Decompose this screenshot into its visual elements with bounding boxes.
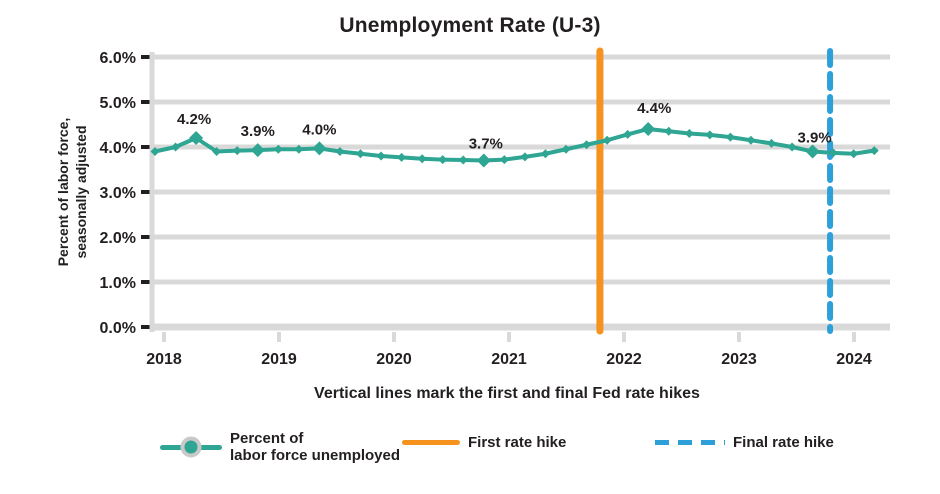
data-point-marker [376,151,386,161]
x-tick-label: 2018 [146,351,182,368]
data-point-marker [623,129,633,139]
data-point-marker [664,126,674,136]
data-point-marker [767,138,776,148]
data-point-marker [212,147,222,156]
x-tick-label: 2023 [721,351,757,368]
data-point-marker [828,148,838,158]
legend-item-first-hike: First rate hike [402,434,566,451]
legend-series-label: Percent of labor force unemployed [230,430,400,464]
x-tick-label: 2019 [261,351,297,368]
data-point-marker [746,135,756,145]
data-point-marker [150,147,160,156]
y-tick-label: 2.0% [100,230,136,247]
data-point-label: 4.2% [177,111,211,128]
data-point-marker [520,152,530,162]
data-point-marker [273,144,283,154]
legend-item-final-hike: Final rate hike [655,434,834,451]
legend-series-label-line1: Percent of [230,430,304,447]
legend-series-marker-icon [180,436,202,458]
data-point-marker [540,149,550,159]
x-tick-label: 2024 [836,351,872,368]
data-point-marker [561,144,571,154]
data-point-marker [582,140,592,150]
legend-item-series: Percent of labor force unemployed [160,430,400,464]
legend-first-hike-label: First rate hike [468,434,567,451]
data-point-label: 3.9% [797,130,831,147]
chart-title: Unemployment Rate (U-3) [339,14,601,37]
data-point-marker [641,122,656,136]
data-point-marker [232,146,242,156]
data-point-marker [705,130,715,140]
data-point-label: 4.0% [302,121,336,138]
y-tick-label: 6.0% [100,50,136,67]
data-point-marker [499,155,509,165]
data-point-marker [684,129,694,138]
x-tick-label: 2020 [376,351,412,368]
data-point-marker [476,153,491,168]
y-tick-label: 5.0% [100,95,136,112]
data-point-marker [356,149,365,159]
legend-final-hike-line [655,440,725,445]
y-tick-label: 1.0% [100,275,136,292]
data-point-marker [189,131,204,145]
legend-first-hike-line [402,440,460,445]
chart-legend: Percent of labor force unemployed First … [0,416,940,476]
data-point-label: 3.7% [469,136,503,153]
x-tick-label: 2022 [606,351,642,368]
data-point-marker [294,144,304,154]
data-point-marker [869,146,879,156]
y-tick-label: 3.0% [100,185,136,202]
data-point-label: 4.4% [637,100,671,117]
data-point-marker [312,141,327,156]
data-point-marker [725,132,735,142]
legend-series-label-line2: labor force unemployed [230,447,401,464]
line-chart: 6.0% 5.0% 4.0% 3.0% 2.0% 1.0% 0.0% 2018 2019 2020… [55,47,890,402]
y-tick-label: 0.0% [100,320,136,337]
legend-series-line [160,436,222,458]
data-point-marker [787,142,797,152]
data-point-marker [335,147,345,156]
legend-final-hike-label: Final rate hike [733,434,834,451]
data-point-marker [602,135,612,145]
data-point-marker [171,142,181,152]
data-point-label: 3.9% [241,123,275,140]
y-axis-title: Percent of labor force, [55,118,71,267]
data-point-marker [417,154,427,164]
y-tick-label: 4.0% [100,140,136,157]
data-point-marker [250,143,265,158]
x-axis-title: Vertical lines mark the first and final … [314,385,700,402]
y-axis-title: seasonally adjusted [73,125,89,258]
data-point-marker [805,144,820,159]
x-tick-label: 2021 [491,351,527,368]
data-point-marker [849,149,859,159]
data-point-marker [397,152,407,162]
data-point-marker [458,155,468,165]
data-point-marker [438,155,448,165]
